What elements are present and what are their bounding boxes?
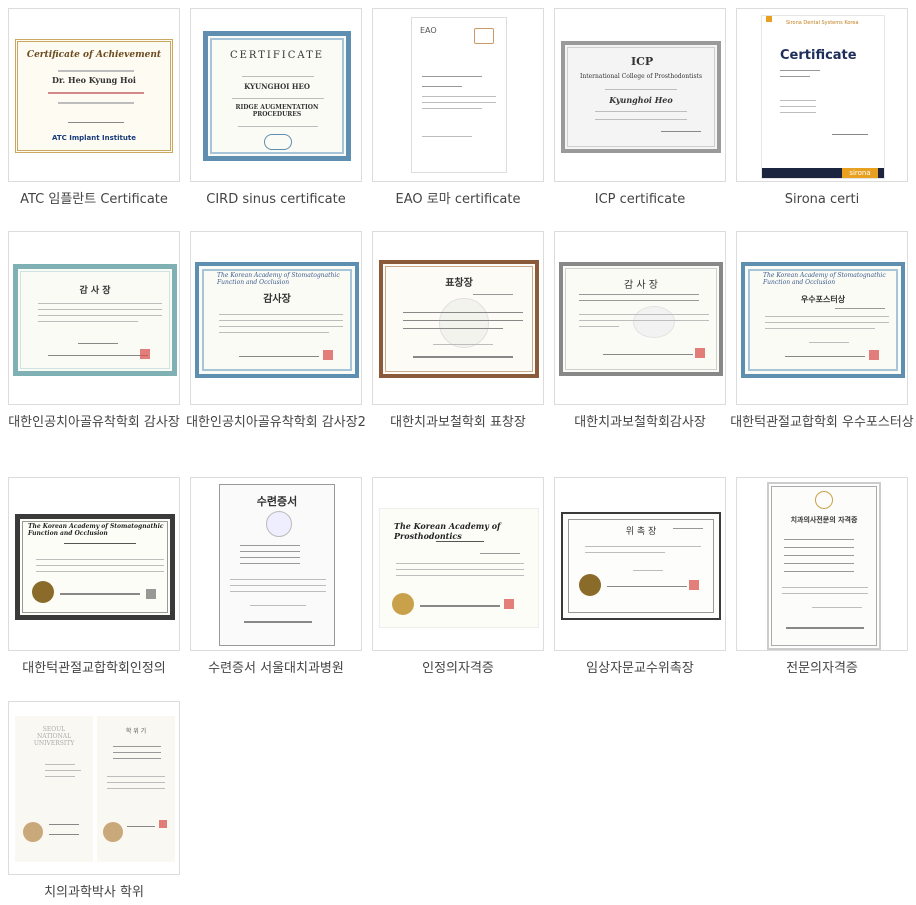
certificate-thumbnail[interactable]: 치과의사전문의 자격증 [736,477,908,651]
certificate-art-title: EAO [420,26,437,35]
certificate-art-title: 감 사 장 [79,286,111,296]
certificate-caption: 대한인공치아골유착학회 감사장2 [186,415,366,430]
certificate-caption: 임상자문교수위촉장 [586,661,694,676]
certificate-art-title: 수련증서 [256,495,298,508]
certificate-art-title: 위 촉 장 [625,527,657,537]
certificate-thumbnail[interactable]: Certificate of Achievement Dr. Heo Kyung… [8,8,180,182]
certificate-caption: 대한인공치아골유착학회 감사장 [8,415,180,430]
certificate-caption: 대한치과보철학회감사장 [574,415,706,430]
certificate-thumbnail[interactable]: CERTIFICATE KYUNGHOI HEO RIDGE AUGMENTAT… [190,8,362,182]
certificate-art-title: 감사장 [263,294,291,305]
certificate-thumbnail[interactable]: 감 사 장 [554,231,726,405]
certificate-caption: 대한턱관절교합학회 우수포스터상 [730,415,914,430]
certificate-thumbnail[interactable]: ICP International College of Prosthodont… [554,8,726,182]
certificate-art-title: Certificate of Achievement [26,50,162,60]
certificate-thumbnail[interactable]: The Korean Academy of Stomatognathic Fun… [736,231,908,405]
certificate-thumbnail[interactable]: Sirona Dental Systems Korea Certificate … [736,8,908,182]
certificate-caption: 전문의자격증 [786,661,858,676]
certificate-art-title: 우수포스터상 [800,294,846,304]
certificate-thumbnail[interactable]: 위 촉 장 [554,477,726,651]
certificate-art-title: 치과의사전문의 자격증 [790,515,858,524]
certificate-thumbnail[interactable]: The Korean Academy of Stomatognathic Fun… [8,477,180,651]
certificate-art-title: ICP [631,55,654,68]
certificate-art-title: 감 사 장 [624,280,658,291]
certificate-art-title: Certificate [780,48,857,63]
certificate-thumbnail[interactable]: 감 사 장 [8,231,180,405]
certificate-caption: 인정의자격증 [422,661,494,676]
certificate-thumbnail[interactable]: 표창장 [372,231,544,405]
certificate-caption: 수련증서 서울대치과병원 [208,661,344,676]
certificate-caption: 치의과학박사 학위 [44,885,144,900]
certificate-caption: CIRD sinus certificate [206,192,346,207]
certificate-thumbnail[interactable]: The Korean Academy of Prosthodontics [372,477,544,651]
certificate-thumbnail[interactable]: The Korean Academy of Stomatognathic Fun… [190,231,362,405]
certificate-thumbnail[interactable]: EAO [372,8,544,182]
certificate-caption: EAO 로마 certificate [395,192,521,207]
certificate-caption: 대한턱관절교합학회인정의 [22,661,166,676]
certificate-caption: Sirona certi [784,192,860,207]
certificate-art-title: 표창장 [445,278,473,289]
certificate-caption: ICP certificate [594,192,686,207]
certificate-thumbnail[interactable]: SEOUL NATIONAL UNIVERSITY 학 위 기 [8,701,180,875]
certificate-art-title: CERTIFICATE [229,50,325,61]
certificate-caption: 대한치과보철학회 표창장 [390,415,526,430]
certificate-caption: ATC 임플란트 Certificate [20,192,168,207]
certificate-thumbnail[interactable]: 수련증서 [190,477,362,651]
